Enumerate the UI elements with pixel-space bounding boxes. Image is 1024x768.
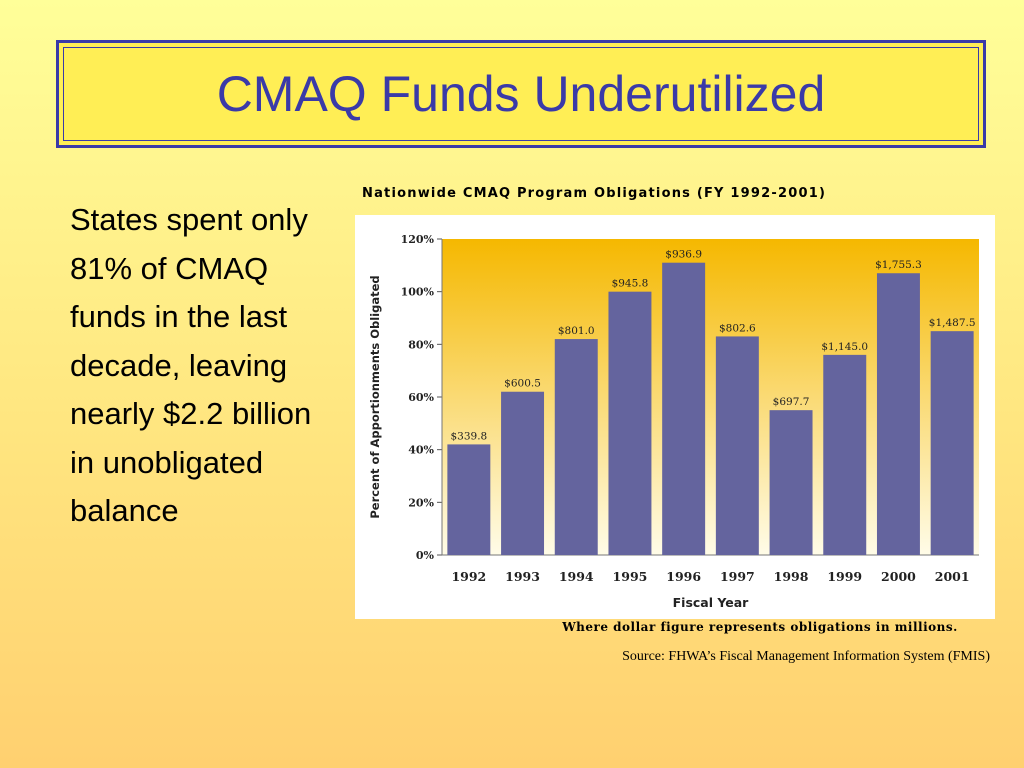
data-label: $1,145.0 <box>821 341 868 353</box>
bar <box>823 354 867 555</box>
x-tick-label: 2000 <box>881 569 916 584</box>
x-tick-label: 1998 <box>774 569 809 584</box>
bar <box>554 339 598 555</box>
chart-title: Nationwide CMAQ Program Obligations (FY … <box>362 186 827 201</box>
y-tick-label: 100% <box>401 286 435 299</box>
bar <box>715 336 759 555</box>
x-tick-label: 1999 <box>827 569 862 584</box>
title-box: CMAQ Funds Underutilized <box>56 40 986 148</box>
data-label: $1,755.3 <box>875 259 922 271</box>
bar <box>769 410 813 555</box>
bar <box>501 391 545 555</box>
data-label: $801.0 <box>558 325 595 337</box>
y-axis-title: Percent of Apportionments Obligated <box>368 275 382 518</box>
bar <box>662 262 706 555</box>
x-tick-label: 1995 <box>613 569 648 584</box>
x-tick-label: 2001 <box>935 569 970 584</box>
y-tick-label: 80% <box>408 338 434 351</box>
bar <box>876 273 920 555</box>
bar <box>608 291 652 555</box>
slide-title: CMAQ Funds Underutilized <box>216 66 826 122</box>
y-tick-label: 120% <box>401 233 435 246</box>
y-tick-label: 0% <box>416 549 435 562</box>
bar <box>930 331 974 555</box>
chart-footnote: Where dollar figure represents obligatio… <box>562 620 958 634</box>
x-tick-label: 1996 <box>666 569 701 584</box>
data-label: $600.5 <box>504 378 541 390</box>
x-axis-title: Fiscal Year <box>673 595 750 610</box>
x-tick-label: 1993 <box>505 569 540 584</box>
source-note: Source: FHWA’s Fiscal Management Informa… <box>622 649 990 664</box>
bar <box>447 444 491 555</box>
data-label: $936.9 <box>665 249 702 261</box>
body-text: States spent only 81% of CMAQ funds in t… <box>70 202 312 528</box>
y-tick-label: 60% <box>408 391 434 404</box>
x-tick-label: 1997 <box>720 569 755 584</box>
data-label: $697.7 <box>773 396 810 408</box>
x-tick-label: 1992 <box>451 569 486 584</box>
data-label: $339.8 <box>450 430 487 442</box>
data-label: $945.8 <box>612 278 649 290</box>
data-label: $1,487.5 <box>929 317 976 329</box>
bar-chart: 0% 20% 40% 60% 80% 100% 120% $339.8 1992 $600.5 19… <box>368 233 979 610</box>
y-tick-label: 40% <box>408 444 434 457</box>
y-tick-label: 20% <box>408 496 434 509</box>
x-tick-label: 1994 <box>559 569 594 584</box>
data-label: $802.6 <box>719 322 756 334</box>
chart-panel: 0% 20% 40% 60% 80% 100% 120% $339.8 1992 $600.5 19… <box>355 215 995 619</box>
